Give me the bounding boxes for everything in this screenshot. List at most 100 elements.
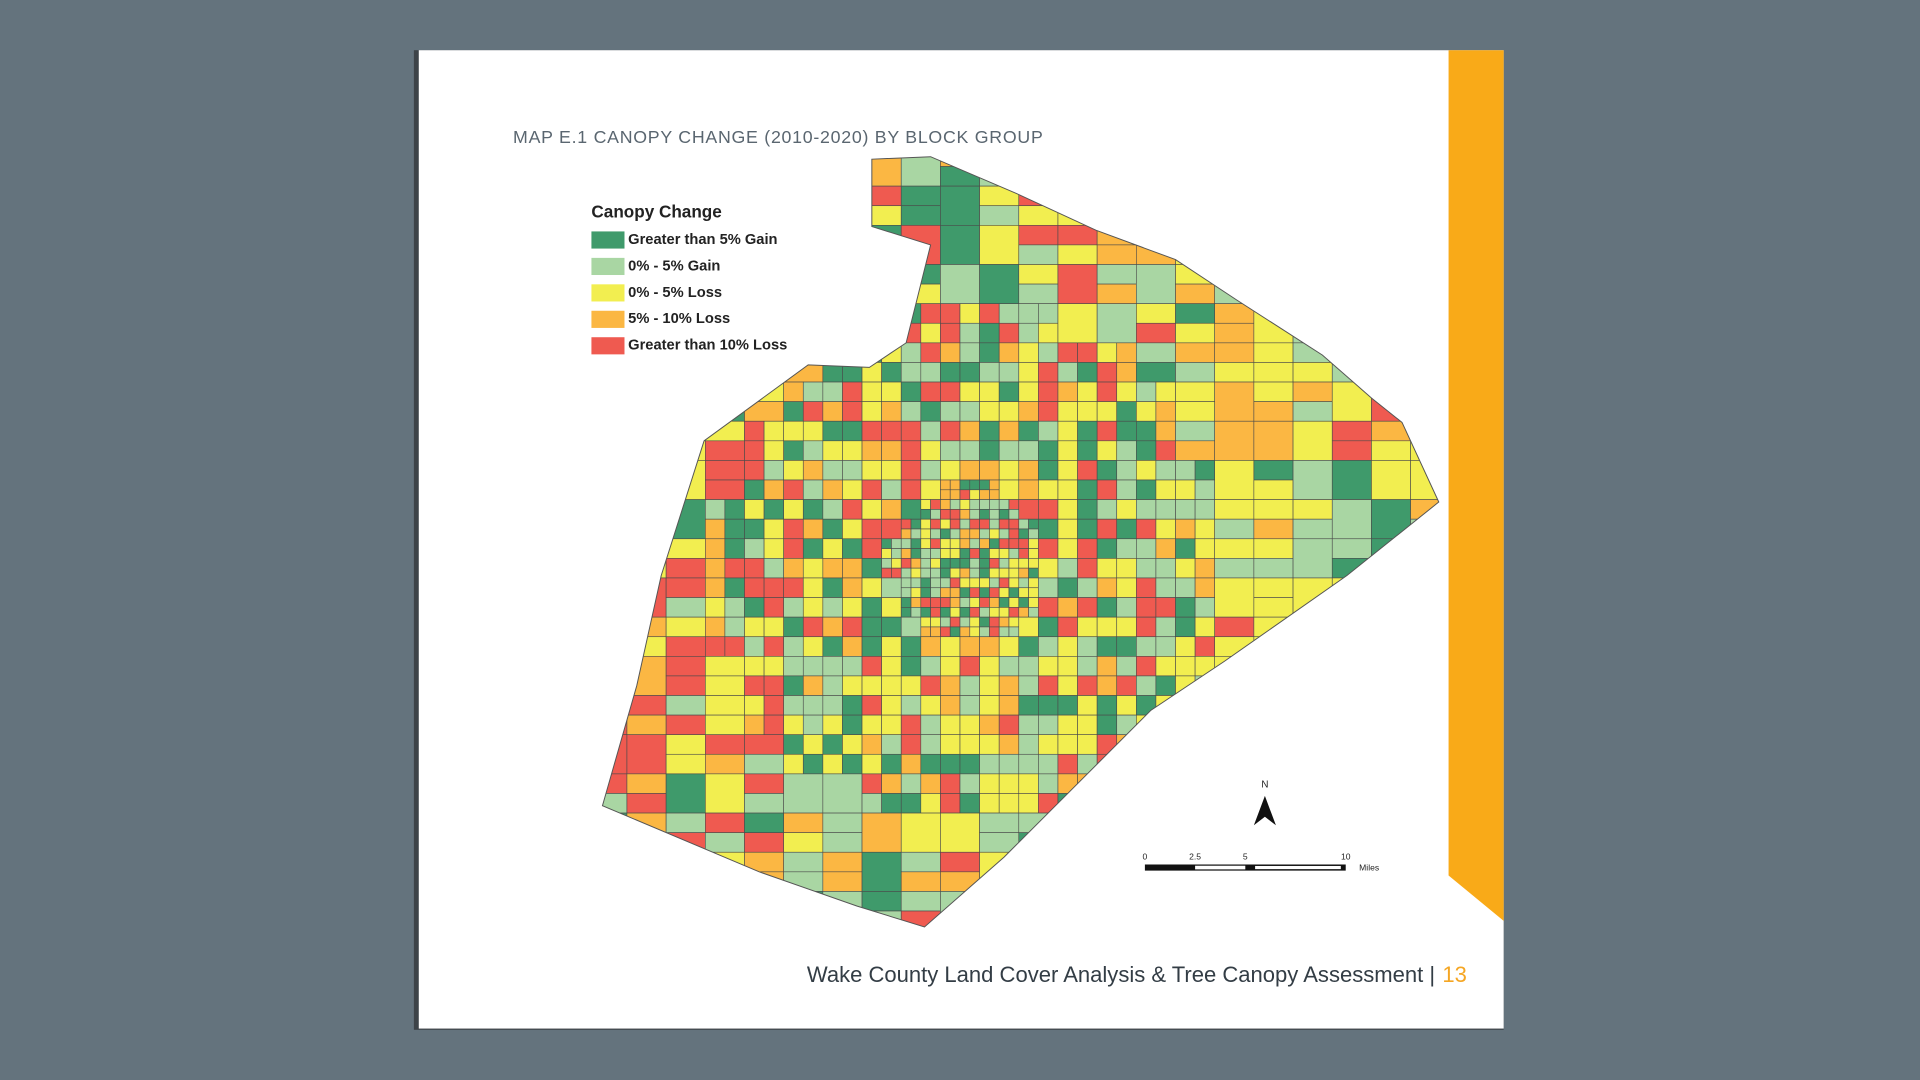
- block-group: [900, 812, 941, 853]
- block-group: [802, 558, 824, 579]
- block-group: [822, 734, 843, 755]
- block-group: [783, 460, 804, 481]
- block-group: [1096, 636, 1118, 657]
- block-group: [1096, 362, 1118, 383]
- block-group: [705, 460, 745, 481]
- block-group: [940, 616, 951, 628]
- block-group: [1077, 656, 1098, 677]
- block-group: [744, 499, 765, 520]
- block-group: [930, 499, 941, 510]
- block-group: [979, 626, 990, 638]
- block-group: [1057, 342, 1078, 363]
- block-group: [959, 626, 971, 638]
- block-group: [1057, 675, 1078, 696]
- block-group: [998, 577, 1010, 589]
- block-group: [1018, 656, 1039, 677]
- block-group: [1008, 607, 1020, 618]
- block-group: [959, 528, 971, 540]
- block-group: [1096, 577, 1118, 598]
- block-group: [989, 548, 1000, 559]
- block-group: [744, 656, 765, 677]
- block-group: [881, 499, 902, 520]
- block-group: [920, 714, 941, 735]
- block-group: [1077, 381, 1098, 402]
- block-group: [900, 577, 912, 589]
- block-group: [1057, 753, 1078, 775]
- block-group: [842, 538, 863, 559]
- block-group: [1018, 607, 1029, 618]
- block-group: [959, 793, 980, 814]
- block-group: [744, 538, 765, 559]
- block-group: [1136, 675, 1157, 696]
- block-group: [802, 675, 824, 696]
- block-group: [1096, 420, 1118, 442]
- block-group: [744, 636, 765, 657]
- block-group: [1028, 548, 1039, 559]
- block-group: [842, 420, 863, 442]
- block-group: [1008, 567, 1020, 579]
- block-group: [1292, 362, 1333, 383]
- block-group: [1116, 420, 1137, 442]
- block-group: [940, 695, 961, 716]
- block-group: [724, 499, 745, 520]
- block-group: [783, 518, 804, 540]
- block-group: [1253, 518, 1294, 540]
- block-group: [1018, 616, 1039, 638]
- block-group: [822, 460, 843, 481]
- block-group: [763, 440, 784, 461]
- block-group: [998, 440, 1020, 461]
- block-group: [1136, 597, 1157, 618]
- block-group: [920, 499, 931, 510]
- block-group: [1136, 460, 1157, 481]
- block-group: [940, 528, 951, 540]
- block-group: [1038, 460, 1059, 481]
- block-group: [979, 558, 990, 569]
- block-group: [910, 577, 922, 589]
- block-group: [949, 548, 961, 559]
- block-group: [1096, 440, 1118, 461]
- block-group: [744, 420, 765, 442]
- block-group: [979, 567, 990, 579]
- block-group: [1018, 342, 1039, 363]
- block-group: [1018, 734, 1039, 755]
- block-group: [822, 538, 843, 559]
- block-group: [998, 381, 1020, 402]
- block-group: [979, 479, 990, 491]
- block-group: [705, 636, 726, 657]
- block-group: [881, 675, 902, 696]
- block-group: [1057, 597, 1078, 618]
- block-group: [998, 656, 1020, 677]
- block-group: [1175, 636, 1196, 657]
- block-group: [920, 636, 941, 657]
- block-group: [1155, 656, 1176, 677]
- block-group: [1018, 362, 1039, 383]
- block-group: [763, 675, 784, 696]
- block-group: [861, 381, 882, 402]
- block-group: [881, 548, 892, 559]
- block-group: [763, 577, 784, 598]
- block-group: [861, 636, 882, 657]
- block-group: [744, 695, 765, 716]
- block-group: [900, 156, 941, 187]
- block-group: [989, 558, 1000, 569]
- block-group: [1175, 283, 1215, 304]
- legend-swatch: [591, 337, 625, 355]
- block-group: [1116, 558, 1137, 579]
- block-group: [920, 548, 931, 559]
- block-group: [1175, 558, 1196, 579]
- legend-swatch: [591, 257, 625, 276]
- block-group: [665, 675, 706, 696]
- block-group: [842, 597, 863, 618]
- block-group: [989, 597, 1000, 608]
- legend-label: 5% - 10% Loss: [628, 311, 730, 327]
- block-group: [900, 558, 912, 569]
- block-group: [802, 695, 824, 716]
- block-group: [949, 597, 961, 608]
- block-group: [998, 342, 1020, 363]
- block-group: [802, 597, 824, 618]
- block-group: [1116, 460, 1137, 481]
- block-group: [979, 753, 1000, 775]
- block-group: [1116, 675, 1137, 696]
- block-group: [1038, 675, 1059, 696]
